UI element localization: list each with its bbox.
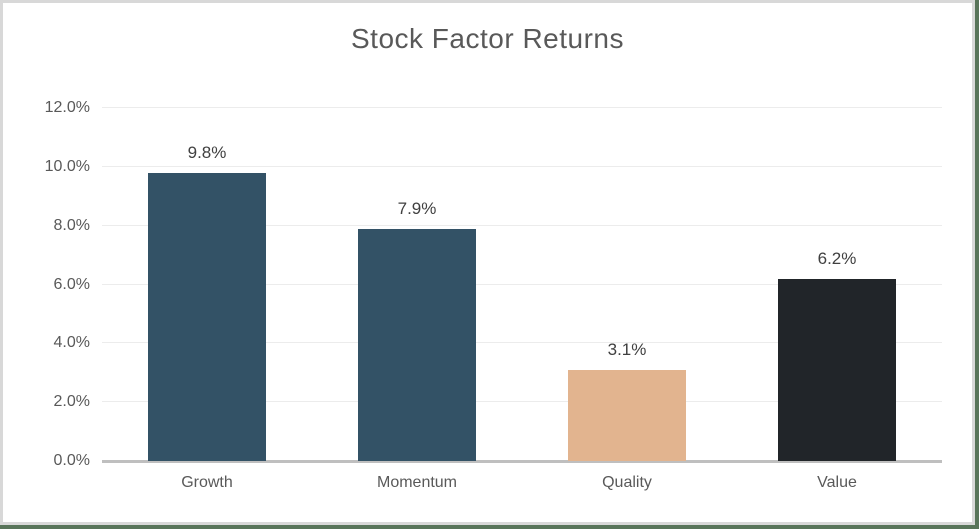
- gridline: [102, 107, 942, 108]
- y-axis-tick-label: 0.0%: [53, 452, 90, 469]
- bar-quality: [568, 369, 686, 461]
- data-label-value: 6.2%: [817, 248, 857, 268]
- chart-title: Stock Factor Returns: [351, 23, 624, 54]
- category-label-growth: Growth: [181, 474, 233, 491]
- category-label-momentum: Momentum: [376, 474, 458, 491]
- category-label-value: Value: [817, 474, 857, 491]
- data-label-momentum: 7.9%: [397, 198, 437, 218]
- gridline: [102, 165, 942, 167]
- bar-growth: [148, 172, 266, 461]
- data-label-growth: 9.8%: [187, 142, 227, 162]
- data-label-quality: 3.1%: [607, 339, 647, 359]
- gridline: [102, 283, 942, 285]
- y-axis-tick-label: 2.0%: [53, 393, 90, 411]
- y-axis-tick-label: 4.0%: [53, 334, 90, 352]
- y-axis-tick-label: 10.0%: [44, 157, 90, 175]
- bar-momentum: [358, 228, 476, 461]
- bar-value: [778, 278, 896, 461]
- x-axis-line: [102, 460, 942, 463]
- gridline: [102, 224, 942, 226]
- y-axis-tick-label: 8.0%: [53, 216, 90, 234]
- plot-area: 0.0% 2.0% 4.0% 6.0% 8.0% 10.0% 12.0% 9.8% Growth…: [45, 100, 942, 491]
- gridline: [102, 401, 942, 403]
- y-axis-tick-label: 6.0%: [53, 275, 90, 293]
- gridline: [102, 342, 942, 344]
- category-label-quality: Quality: [602, 474, 652, 491]
- y-axis-tick-label: 12.0%: [44, 99, 90, 116]
